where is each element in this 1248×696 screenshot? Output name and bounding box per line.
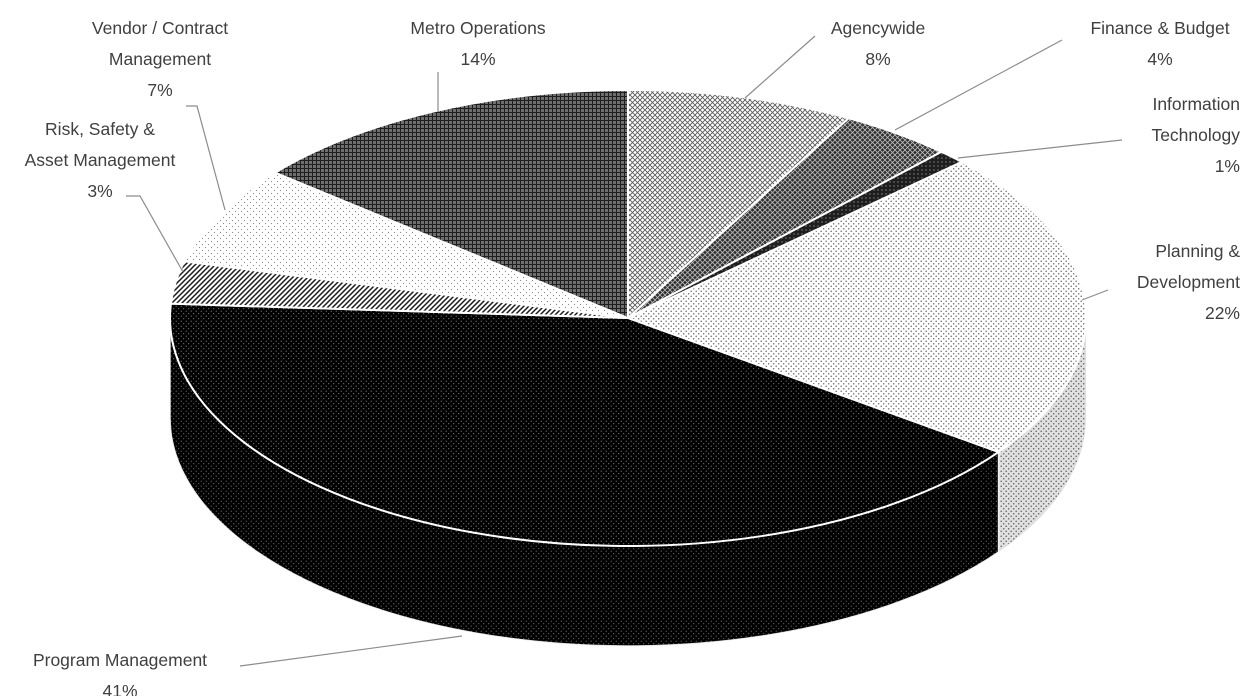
data-label-text-2: Technology <box>1151 125 1240 145</box>
leader-line-5 <box>126 195 184 273</box>
leader-line-3 <box>1081 289 1109 301</box>
data-label-text-3: Development <box>1137 272 1240 292</box>
pie-slice-4 <box>169 302 1000 547</box>
data-label-text-1: Finance & Budget <box>1090 18 1229 38</box>
data-label-pct-5: 3% <box>87 181 112 201</box>
data-label-text-7: Metro Operations <box>410 18 545 38</box>
data-label-text-4: Program Management <box>33 650 207 670</box>
data-label-2: Information Technology 1% <box>1151 94 1240 176</box>
data-label-text-3: Planning & <box>1155 241 1240 261</box>
data-label-text-5: Asset Management <box>25 150 176 170</box>
data-label-text-5: Risk, Safety & <box>45 119 155 139</box>
pie-top-face <box>169 89 1087 547</box>
pie-slice-3 <box>627 160 1087 454</box>
leader-line-1 <box>894 39 1063 131</box>
data-label-5: Risk, Safety & Asset Management 3% <box>25 119 176 201</box>
pie-slice-6 <box>183 171 629 319</box>
data-labels: Agencywide 8% Finance & Budget 4% Informatio… <box>25 18 1241 696</box>
data-label-7: Metro Operations 14% <box>410 18 545 69</box>
leader-line-4 <box>239 635 463 667</box>
data-label-1: Finance & Budget 4% <box>1090 18 1229 69</box>
data-label-pct-7: 14% <box>460 49 495 69</box>
data-label-0: Agencywide 8% <box>831 18 925 69</box>
data-label-pct-3: 22% <box>1205 303 1240 323</box>
pie-slice-7 <box>274 89 629 319</box>
data-label-text-2: Information <box>1152 94 1240 114</box>
data-label-pct-1: 4% <box>1147 49 1172 69</box>
data-label-pct-0: 8% <box>865 49 890 69</box>
data-label-text-0: Agencywide <box>831 18 925 38</box>
pie-side-shade-3 <box>998 318 1086 553</box>
data-label-pct-2: 1% <box>1215 156 1240 176</box>
leader-lines <box>126 35 1123 667</box>
data-label-6: Vendor / Contract Management 7% <box>92 18 228 100</box>
data-label-4: Program Management 41% <box>33 650 207 696</box>
leader-line-2 <box>957 139 1123 159</box>
data-label-pct-6: 7% <box>147 80 172 100</box>
data-label-text-6: Vendor / Contract <box>92 18 228 38</box>
data-label-pct-4: 41% <box>102 681 137 696</box>
leader-line-6 <box>186 105 226 211</box>
pie-side-shade-4 <box>170 318 999 647</box>
data-label-text-6: Management <box>109 49 211 69</box>
leader-line-0 <box>744 35 816 99</box>
pie-slice-0 <box>627 89 850 319</box>
data-label-3: Planning & Development 22% <box>1137 241 1240 323</box>
